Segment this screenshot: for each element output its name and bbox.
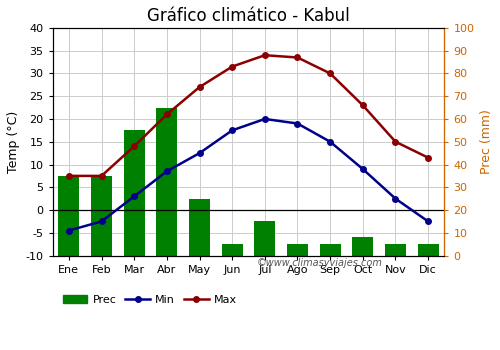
Bar: [222, 244, 243, 256]
Bar: [254, 222, 276, 256]
Title: Gráfico climático - Kabul: Gráfico climático - Kabul: [147, 7, 350, 25]
Bar: [124, 130, 145, 256]
Bar: [91, 176, 112, 256]
Bar: [352, 237, 374, 256]
Text: ©www.climasyviajes.com: ©www.climasyviajes.com: [256, 258, 382, 268]
Y-axis label: Temp (°C): Temp (°C): [7, 111, 20, 173]
Bar: [58, 176, 80, 256]
Legend: Prec, Min, Max: Prec, Min, Max: [58, 291, 242, 310]
Bar: [418, 244, 439, 256]
Bar: [320, 244, 341, 256]
Bar: [189, 199, 210, 256]
Bar: [156, 107, 178, 256]
Y-axis label: Prec (mm): Prec (mm): [480, 109, 493, 174]
Bar: [287, 244, 308, 256]
Bar: [385, 244, 406, 256]
